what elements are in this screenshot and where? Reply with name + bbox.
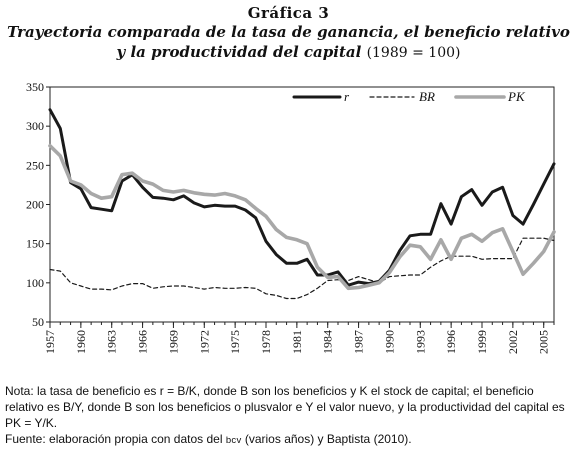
series-line-br [49, 237, 555, 300]
x-axis: 1957 1960 1963 1966 1969 1972 1975 1978 1981 1984… [43, 322, 555, 354]
line-chart: 50 100 150 200 250 300 350 1957 1960 1963 1966 196… [26, 80, 556, 354]
chart-title-line-2: y la productividad del capital (1989 = 1… [0, 43, 577, 61]
y-tick-label: 300 [26, 119, 44, 133]
y-axis: 50 100 150 200 250 300 350 [26, 80, 50, 329]
x-tick-label: 1990 [382, 330, 396, 354]
x-tick-label: 1987 [352, 330, 366, 354]
y-tick-label: 50 [32, 315, 44, 329]
chart-label: Gráfica 3 [247, 4, 330, 22]
x-tick-label: 1984 [321, 330, 335, 354]
legend: r BR PK [292, 89, 526, 104]
x-tick-label: 1963 [105, 330, 119, 354]
legend-label-r: r [344, 89, 350, 104]
y-tick-label: 200 [26, 198, 44, 212]
x-tick-label: 1972 [197, 330, 211, 354]
x-tick-label: 1981 [290, 330, 304, 354]
x-tick-label: 1993 [413, 330, 427, 354]
plot-border [49, 86, 555, 323]
source-prefix: Fuente: elaboración propia con datos del [5, 432, 226, 446]
x-tick-label: 1999 [475, 330, 489, 354]
legend-label-pk: PK [507, 89, 526, 104]
x-tick-label: 1969 [166, 330, 180, 354]
x-tick-label: 1996 [444, 330, 458, 354]
chart-title-line-2-text: y la productividad del capital [116, 43, 362, 61]
y-tick-label: 250 [26, 158, 44, 172]
legend-label-br: BR [419, 89, 435, 104]
y-tick-label: 350 [26, 80, 44, 94]
y-tick-label: 100 [26, 276, 44, 290]
x-tick-label: 1960 [74, 330, 88, 354]
x-tick-label: 1975 [228, 330, 242, 354]
series-line-pk [48, 144, 556, 291]
y-tick-label: 150 [26, 237, 44, 251]
x-tick-label: 1957 [43, 330, 57, 354]
x-tick-label: 2005 [537, 330, 551, 354]
chart-note: Nota: la tasa de beneficio es r = B/K, d… [5, 384, 565, 430]
plot-frame [49, 86, 555, 323]
chart-title-base: (1989 = 100) [366, 45, 461, 61]
x-tick-label: 1966 [136, 330, 150, 354]
chart-title-line-1: Trayectoria comparada de la tasa de gana… [7, 23, 570, 41]
source-suffix: (varios años) y Baptista (2010). [241, 432, 412, 446]
x-tick-label: 2002 [506, 330, 520, 354]
x-tick-label: 1978 [259, 330, 273, 354]
chart-source: Fuente: elaboración propia con datos del… [5, 431, 575, 449]
source-abbr: bcv [225, 435, 242, 446]
series-line-r [48, 108, 556, 287]
series-lines [48, 108, 556, 300]
